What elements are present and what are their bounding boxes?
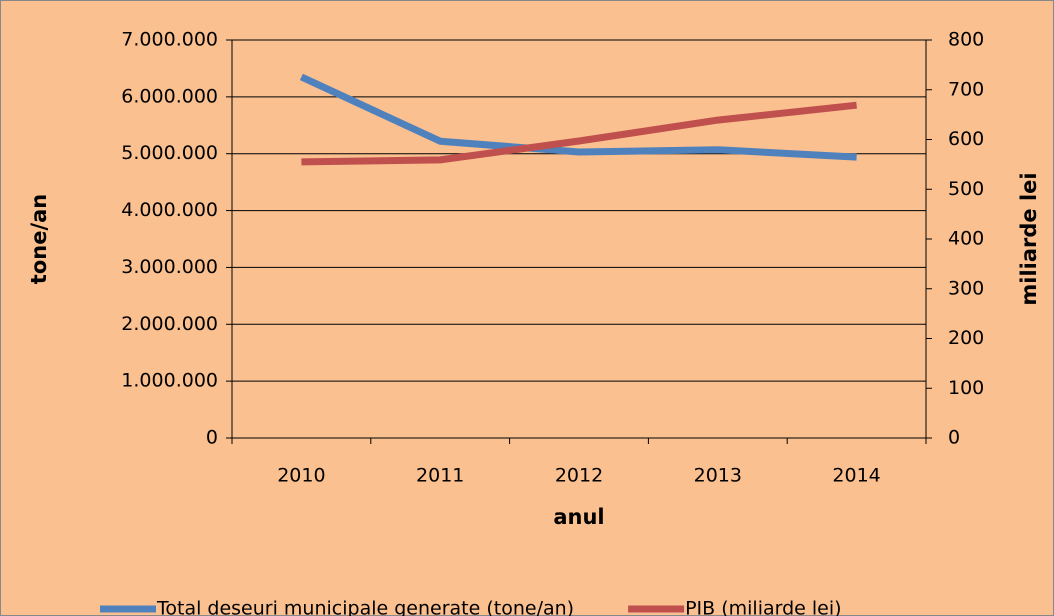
x-tick-label: 2012 xyxy=(555,465,603,487)
legend-label: PIB (miliarde lei) xyxy=(685,598,841,616)
y2-tick-label: 600 xyxy=(948,128,984,150)
data-line xyxy=(299,73,857,161)
x-tick-label: 2010 xyxy=(277,465,325,487)
y-tick-label: 6.000.000 xyxy=(121,85,218,107)
x-tick-label: 2011 xyxy=(416,465,464,487)
data-line xyxy=(301,101,857,166)
y-tick-label: 4.000.000 xyxy=(121,199,218,221)
y-tick-label: 5.000.000 xyxy=(121,142,218,164)
y-axis-title: tone/an xyxy=(27,194,51,284)
y-tick-label: 0 xyxy=(206,427,218,449)
y-tick-label: 7.000.000 xyxy=(121,29,218,51)
y2-tick-label: 400 xyxy=(948,228,984,250)
y2-tick-label: 0 xyxy=(948,427,960,449)
x-tick-label: 2013 xyxy=(694,465,742,487)
y2-tick-label: 700 xyxy=(948,78,984,100)
y-tick-label: 1.000.000 xyxy=(121,370,218,392)
y2-tick-label: 800 xyxy=(948,29,984,51)
y2-tick-label: 100 xyxy=(948,377,984,399)
y2-tick-label: 500 xyxy=(948,178,984,200)
x-axis-title: anul xyxy=(553,505,604,529)
y-tick-label: 2.000.000 xyxy=(121,313,218,335)
y2-tick-label: 200 xyxy=(948,327,984,349)
legend-label: Total deșeuri municipale generate (tone/… xyxy=(156,598,574,616)
y2-axis-title: miliarde lei xyxy=(1017,172,1041,305)
y2-tick-label: 300 xyxy=(948,277,984,299)
x-tick-label: 2014 xyxy=(832,465,880,487)
y-tick-label: 3.000.000 xyxy=(121,256,218,278)
